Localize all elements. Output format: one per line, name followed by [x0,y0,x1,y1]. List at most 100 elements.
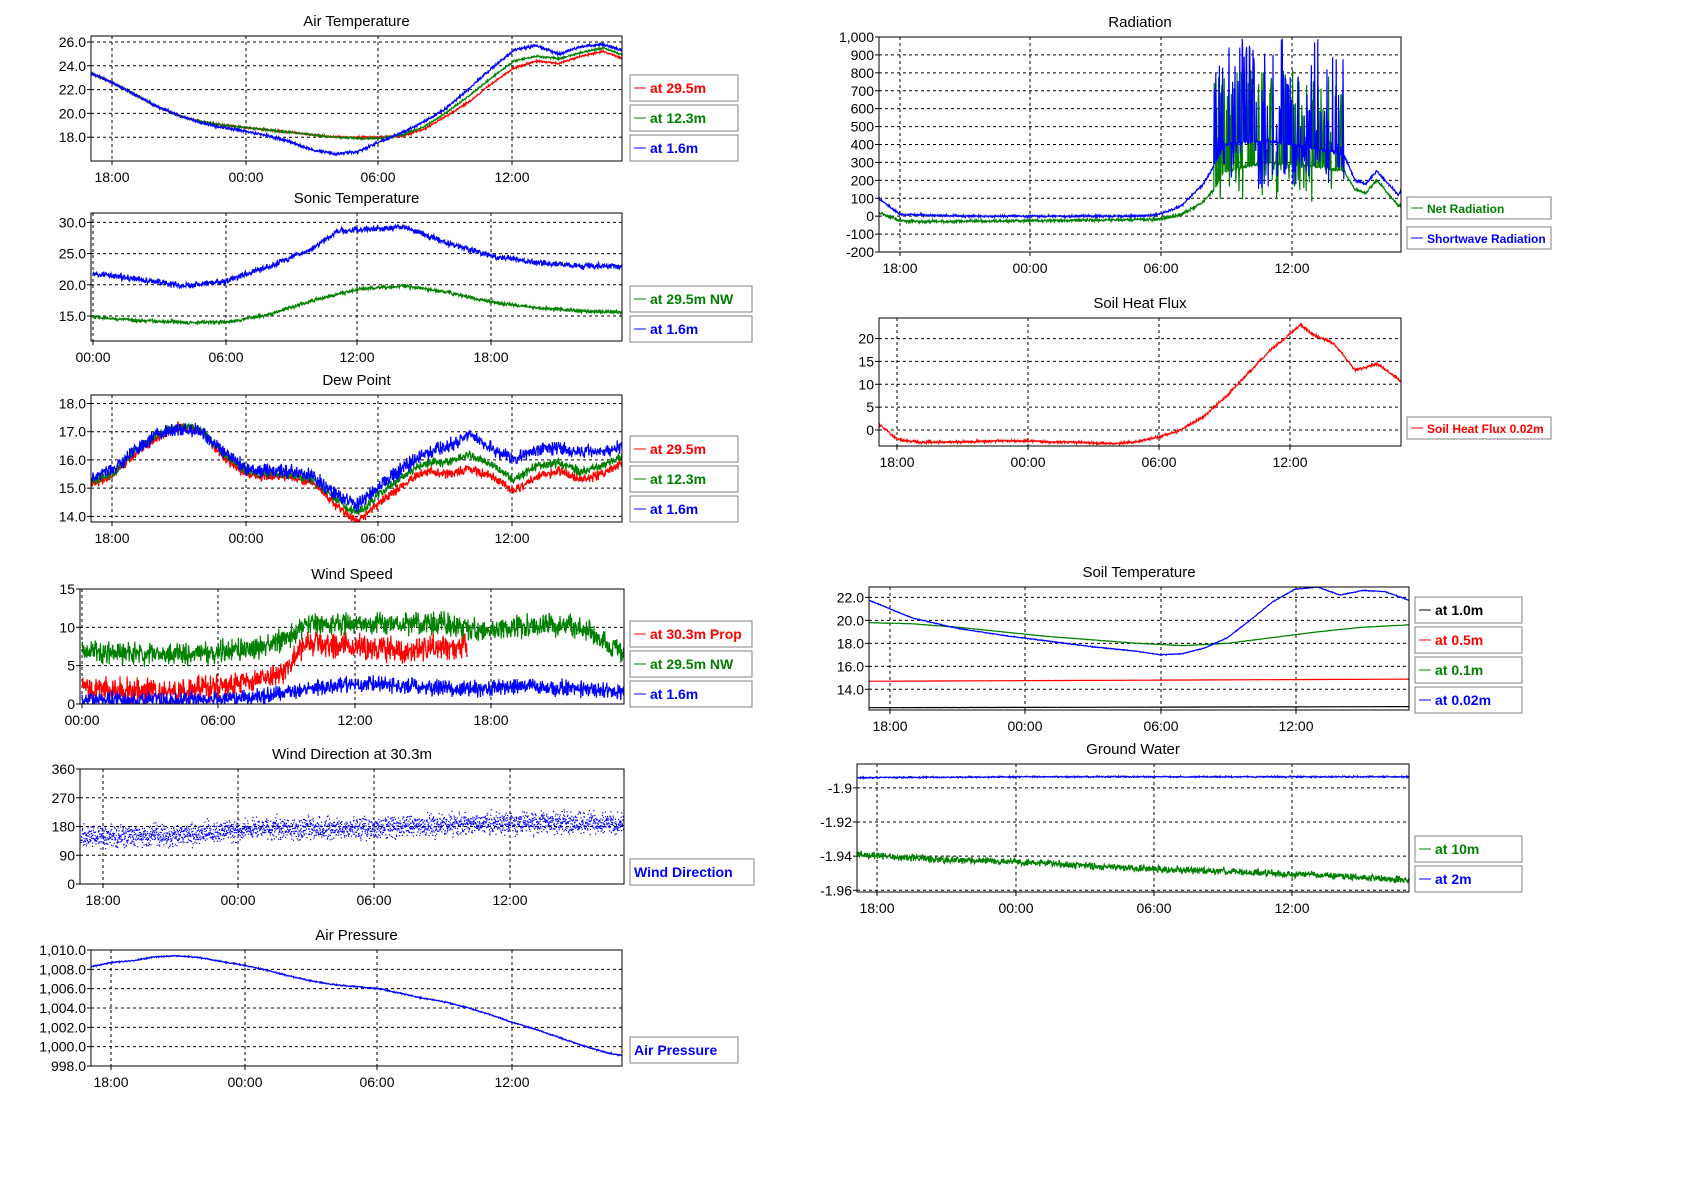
data-point [593,820,596,822]
data-point [223,835,225,837]
data-point [500,830,502,832]
data-point [399,835,401,837]
air-pressure-series-air-pressure [91,954,622,1057]
data-point [441,822,444,824]
data-point [382,829,384,831]
data-point [443,822,445,824]
data-point [123,838,126,840]
data-point [543,814,545,816]
legend-item-at-29-5m-nw: at 29.5m NW [629,285,753,313]
data-point [507,823,509,826]
data-point [583,816,585,818]
data-point [141,833,143,835]
data-point [286,819,289,821]
data-point [119,835,121,837]
data-point [233,832,235,834]
data-point [589,820,592,823]
data-point [299,839,301,841]
data-point [258,825,261,827]
radiation-title: Radiation [1108,14,1171,31]
data-point [499,818,502,820]
x-tick-label: 12:00 [1274,900,1309,916]
data-point [562,817,564,819]
data-point [224,834,226,836]
data-point [385,837,387,839]
data-point [527,815,529,817]
data-point [210,828,212,830]
data-point [145,834,147,836]
data-point [103,832,105,834]
data-point [575,820,577,822]
x-tick-label: 06:00 [1143,260,1178,276]
data-point [288,830,290,832]
data-point [553,810,555,813]
data-point [500,816,502,818]
data-point [601,829,603,831]
data-point [621,812,623,814]
data-point [326,816,329,818]
data-point [82,832,84,835]
data-point [346,826,348,828]
data-point [163,832,165,834]
data-point [179,831,182,834]
soil-heat-flux-plot-border [878,317,1402,447]
data-point [160,835,162,837]
data-point [510,818,512,820]
data-point [186,835,188,837]
data-point [285,836,287,839]
data-point [304,822,306,824]
data-point [310,823,313,825]
data-point [329,825,331,827]
x-tick-label: 06:00 [360,169,395,185]
data-point [223,831,226,833]
legend-item-at-1-6m: at 1.6m [629,680,753,708]
data-point [232,835,234,837]
data-point [199,835,201,837]
data-point [458,813,461,815]
data-point [393,822,395,824]
data-point [580,823,582,825]
legend-item-at-29-5m: at 29.5m [629,435,739,463]
legend-box [629,104,739,132]
data-point [449,816,451,818]
data-point [600,827,602,829]
data-point [506,817,508,819]
data-point [459,824,462,826]
data-point [229,821,231,824]
wind-speed-series-at-30-3m-prop [81,630,468,704]
data-point [111,836,113,838]
data-point [113,826,115,828]
data-point [618,818,620,821]
data-point [187,829,189,831]
legend-box [629,1036,739,1064]
data-point [381,827,383,829]
data-point [307,823,309,826]
data-point [534,825,537,828]
data-point [444,830,446,832]
data-point [496,826,498,828]
data-point [610,831,613,833]
data-point [570,818,572,820]
data-point [271,825,273,827]
data-point [622,815,624,818]
data-point [121,839,123,841]
data-point [498,817,500,819]
data-point [603,831,606,833]
data-point [385,824,388,826]
data-point [475,827,478,829]
data-point [198,833,200,835]
data-point [261,833,263,835]
data-point [303,834,305,836]
data-point [550,817,552,819]
data-point [415,820,417,822]
data-point [520,826,523,828]
data-point [294,827,296,830]
data-point [557,826,560,828]
data-point [574,827,577,829]
data-point [324,822,327,824]
data-point [463,816,465,818]
data-point [290,832,292,834]
data-point [491,828,494,830]
data-point [373,827,375,829]
data-point [366,831,369,833]
